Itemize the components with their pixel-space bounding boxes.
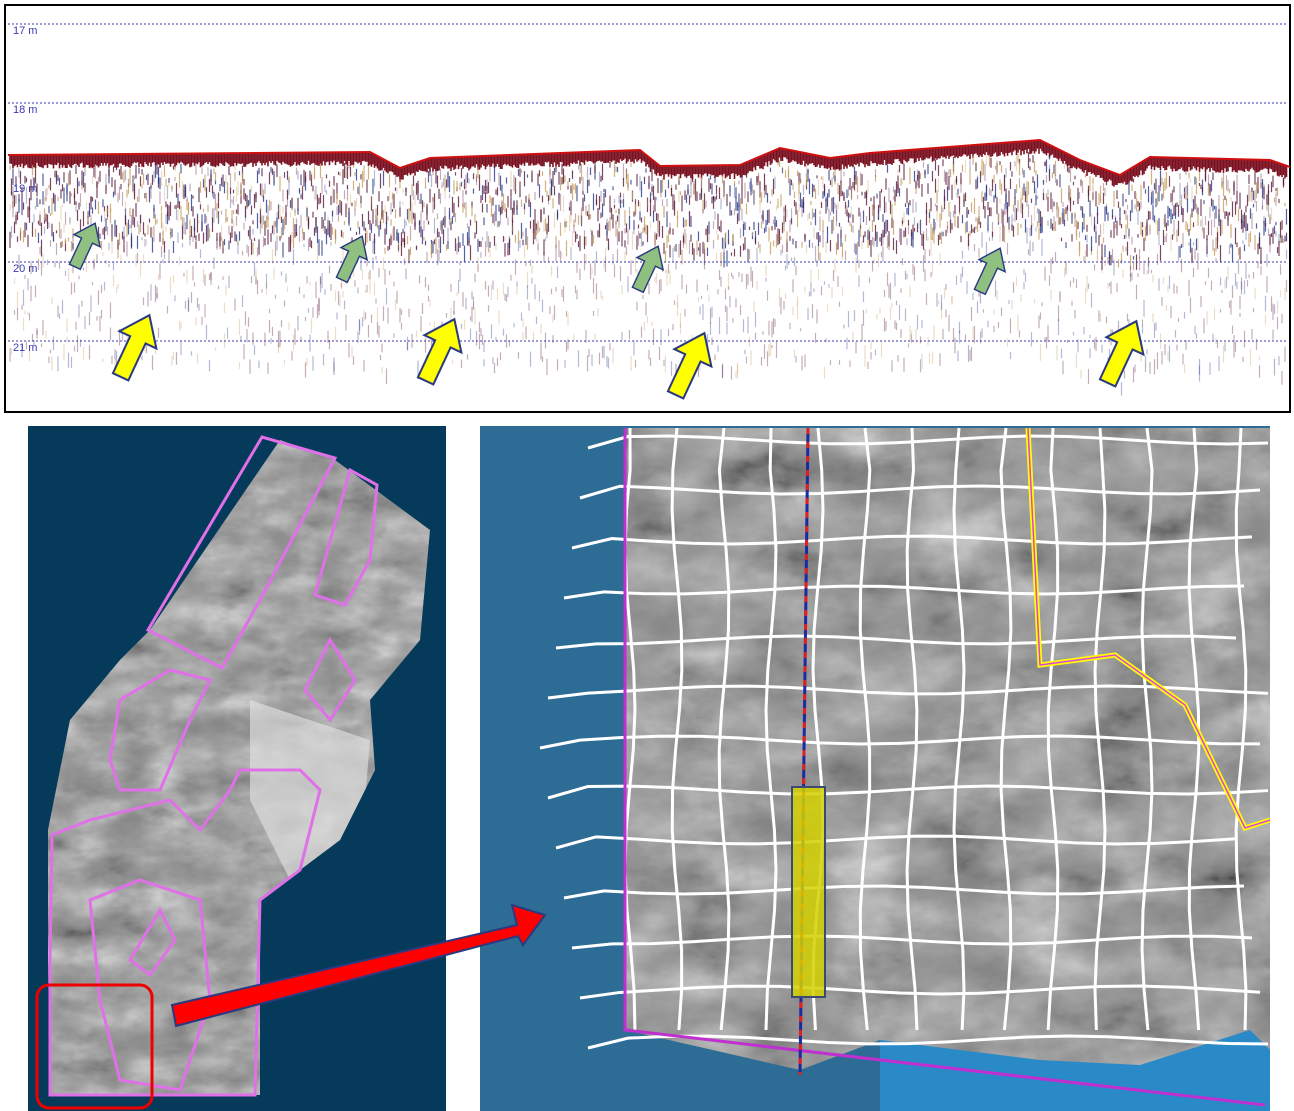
- page: 17 m 18 m 19 m 20 m 21 m: [0, 0, 1294, 1111]
- depth-label: 20 m: [13, 263, 37, 275]
- highlight-segment: [792, 787, 825, 997]
- depth-label: 19 m: [13, 183, 37, 195]
- depth-label: 18 m: [13, 104, 37, 116]
- sub-bottom-profile: 17 m 18 m 19 m 20 m 21 m: [5, 5, 1290, 412]
- depth-label: 21 m: [13, 342, 37, 354]
- depth-label: 17 m: [13, 25, 37, 37]
- sidescan-detail: [480, 426, 1280, 1111]
- figure: 17 m 18 m 19 m 20 m 21 m: [0, 0, 1294, 1111]
